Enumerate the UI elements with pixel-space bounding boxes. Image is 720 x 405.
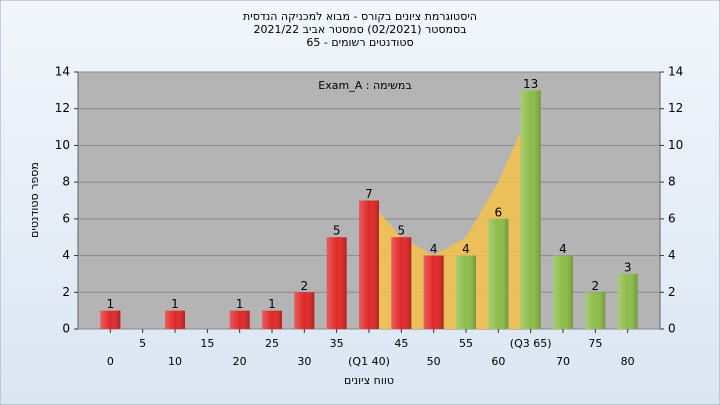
y2-tick-label: 2 — [668, 285, 676, 299]
bar-shade — [617, 273, 638, 329]
annotation: במשימה : Exam_A — [318, 79, 411, 92]
value-label: 1 — [236, 297, 244, 311]
bar-shade — [456, 255, 476, 329]
bar-shade — [326, 237, 347, 329]
bar-shade — [585, 292, 606, 329]
x-tick-label: 25 — [265, 337, 279, 350]
bar-shade — [553, 255, 573, 329]
y-tick-label: 0 — [62, 322, 70, 336]
bar-shade — [165, 310, 185, 329]
value-label: 7 — [365, 187, 373, 201]
x-tick-label: 55 — [459, 337, 473, 350]
x-tick-label: (Q3 65) — [510, 337, 552, 350]
x-tick-label: 80 — [621, 355, 635, 368]
x-tick-label: 60 — [491, 355, 505, 368]
x-tick-label: (Q1 40) — [348, 355, 390, 368]
x-tick-label: 75 — [588, 337, 602, 350]
title-line: היסטוגרמת ציונים בקורס - מבוא למכניקה הנ… — [243, 10, 477, 23]
x-tick-label: 15 — [200, 337, 214, 350]
y-tick-label: 10 — [55, 138, 70, 152]
value-label: 1 — [171, 297, 179, 311]
y2-tick-label: 6 — [668, 211, 676, 225]
value-label: 5 — [333, 224, 341, 238]
title-line: בסמסטר (02/2021) סמסטר אביב 2021/22 — [253, 23, 466, 36]
value-label: 13 — [523, 77, 538, 91]
value-label: 1 — [107, 297, 115, 311]
y2-tick-label: 14 — [668, 65, 683, 79]
x-tick-label: 0 — [107, 355, 114, 368]
value-label: 6 — [495, 205, 503, 219]
x-tick-label: 10 — [168, 355, 182, 368]
y-tick-label: 8 — [62, 175, 70, 189]
title-line: סטודנטים רשומים - 65 — [306, 36, 413, 49]
bar-shade — [100, 310, 121, 329]
x-axis-label: טווח ציונים — [344, 374, 394, 387]
value-label: 5 — [398, 224, 406, 238]
y2-tick-label: 10 — [668, 138, 683, 152]
bar-shade — [229, 310, 250, 329]
y-tick-label: 12 — [55, 101, 70, 115]
bar-shade — [262, 310, 282, 329]
bar-shade — [423, 255, 444, 329]
y2-tick-label: 8 — [668, 175, 676, 189]
y2-tick-label: 0 — [668, 322, 676, 336]
bar-shade — [359, 200, 379, 329]
bar-shade — [520, 90, 541, 329]
x-tick-label: 50 — [427, 355, 441, 368]
value-label: 4 — [462, 242, 470, 256]
y-tick-label: 6 — [62, 211, 70, 225]
x-tick-label: 70 — [556, 355, 570, 368]
y-tick-label: 14 — [55, 65, 70, 79]
x-tick-label: 35 — [330, 337, 344, 350]
value-label: 1 — [268, 297, 276, 311]
x-tick-label: 30 — [297, 355, 311, 368]
x-tick-label: 5 — [139, 337, 146, 350]
value-label: 4 — [559, 242, 567, 256]
y-tick-label: 2 — [62, 285, 70, 299]
y-tick-label: 4 — [62, 248, 70, 262]
bar-shade — [294, 292, 315, 329]
value-label: 2 — [592, 279, 600, 293]
value-label: 3 — [624, 260, 632, 274]
y2-tick-label: 12 — [668, 101, 683, 115]
y2-tick-label: 4 — [668, 248, 676, 262]
y-axis-label: מספר סטודנטים — [28, 162, 41, 238]
x-tick-label: 45 — [394, 337, 408, 350]
value-label: 4 — [430, 242, 438, 256]
value-label: 2 — [301, 279, 309, 293]
x-tick-label: 20 — [233, 355, 247, 368]
bar-shade — [391, 237, 412, 329]
bar-shade — [488, 218, 509, 329]
